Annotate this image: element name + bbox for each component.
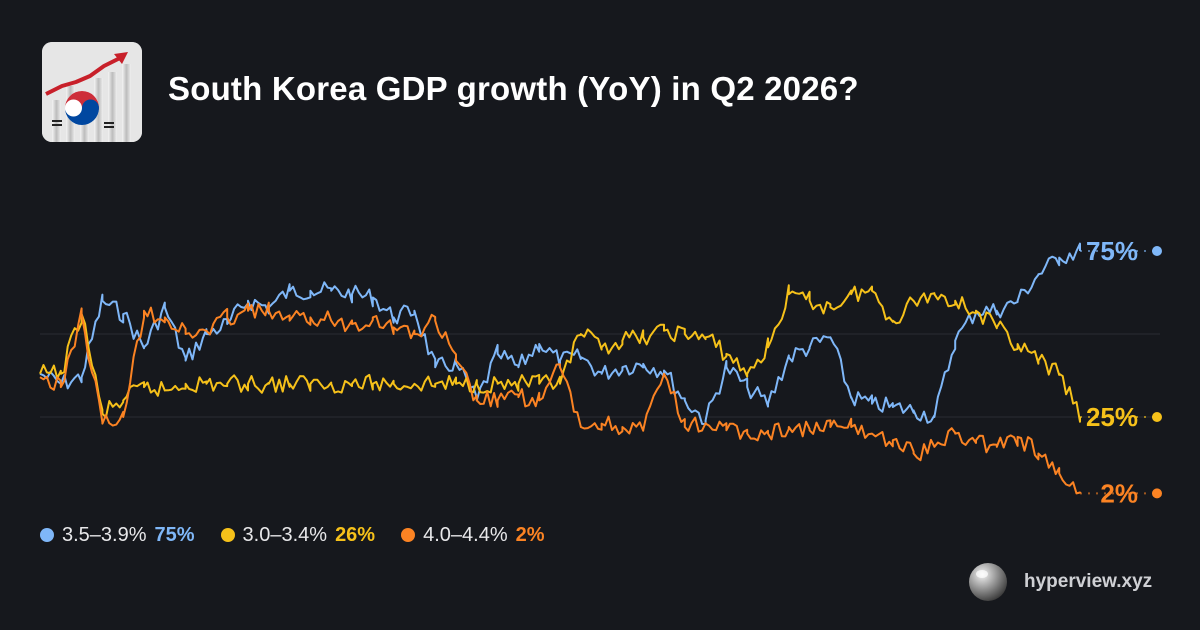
legend-name: 3.0–3.4% bbox=[242, 523, 328, 546]
series-end-label: 2% bbox=[1100, 478, 1138, 508]
series-line bbox=[39, 242, 1081, 426]
series-end-labels: 75% 25% 2% bbox=[1080, 236, 1162, 508]
legend-name: 3.5–3.9% bbox=[62, 523, 147, 546]
series-line bbox=[39, 301, 1081, 495]
legend-item-4-0-4-4: 4.0–4.4% 2% bbox=[401, 523, 545, 547]
brand[interactable]: hyperview.xyz bbox=[966, 560, 1152, 604]
brand-label[interactable]: hyperview.xyz bbox=[1024, 571, 1153, 592]
thumbnail bbox=[42, 42, 142, 142]
legend-dot bbox=[220, 528, 235, 542]
legend-item-3-0-3-4: 3.0–3.4% 26% bbox=[220, 523, 376, 547]
korea-flag-growth-icon bbox=[42, 42, 142, 142]
series-end-dot bbox=[1152, 412, 1162, 422]
grid bbox=[40, 333, 1160, 418]
series-lines bbox=[39, 242, 1081, 495]
series-line bbox=[39, 284, 1081, 423]
page-title: South Korea GDP growth (YoY) in Q2 2026? bbox=[168, 70, 859, 107]
legend-value: 75% bbox=[154, 523, 195, 546]
series-end-label: 75% bbox=[1086, 236, 1138, 266]
series-end-label: 25% bbox=[1086, 402, 1138, 432]
legend-dot bbox=[40, 528, 54, 542]
legend-dot bbox=[401, 528, 416, 542]
series-end-dot bbox=[1152, 246, 1162, 256]
legend-name: 4.0–4.4% bbox=[423, 523, 508, 546]
legend-value: 2% bbox=[515, 523, 545, 546]
hyperview-logo-icon bbox=[969, 563, 1007, 601]
legend-value: 26% bbox=[335, 523, 376, 546]
legend-item-3-5-3-9: 3.5–3.9% 75% bbox=[40, 524, 195, 547]
legend: 3.5–3.9% 75% 3.0–3.4% 26% 4.0–4.4% 2% bbox=[40, 522, 545, 548]
series-end-dot bbox=[1152, 488, 1162, 499]
